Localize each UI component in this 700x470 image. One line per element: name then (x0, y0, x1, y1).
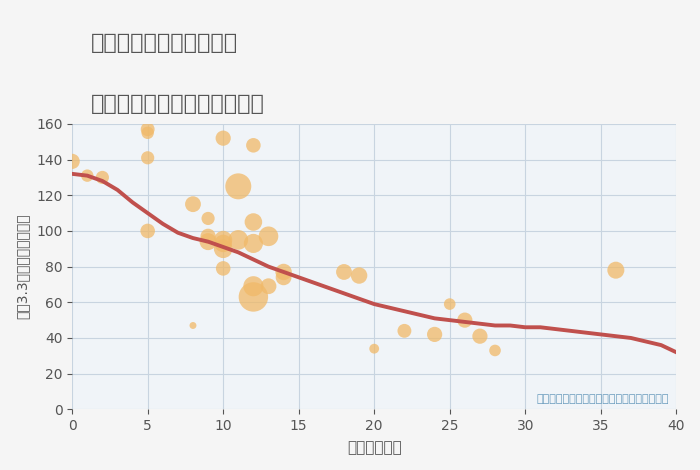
Point (142, 129, 153, 137)
Point (188, 200, 199, 208)
Point (444, 300, 455, 308)
Point (202, 233, 214, 240)
Point (610, 266, 622, 274)
Point (489, 347, 500, 354)
Point (354, 272, 365, 279)
Point (459, 316, 470, 324)
Point (248, 218, 259, 226)
Point (278, 274, 289, 281)
Point (278, 268, 289, 276)
Point (338, 268, 349, 276)
Point (263, 233, 274, 240)
Point (218, 236, 229, 243)
Text: 奈良県奈良市大豆山町の: 奈良県奈良市大豆山町の (91, 33, 238, 53)
Point (429, 331, 440, 338)
Point (232, 236, 244, 243)
Point (475, 332, 486, 340)
Point (218, 245, 229, 252)
Point (97, 173, 108, 181)
Point (248, 240, 259, 247)
Point (188, 322, 199, 329)
Point (369, 345, 380, 352)
Text: 円の大きさは、取引のあった物件面積を示す: 円の大きさは、取引のあった物件面積を示す (536, 394, 668, 404)
Point (202, 215, 214, 222)
X-axis label: 築年数（年）: 築年数（年） (346, 440, 402, 455)
Y-axis label: 坪（3.3㎡）単価（万円）: 坪（3.3㎡）単価（万円） (15, 214, 29, 320)
Point (142, 227, 153, 235)
Point (218, 265, 229, 272)
Point (248, 141, 259, 149)
Point (248, 282, 259, 290)
Point (202, 238, 214, 245)
Point (218, 134, 229, 142)
Point (399, 327, 410, 335)
Point (263, 282, 274, 290)
Point (142, 125, 153, 133)
Point (218, 240, 229, 247)
Point (232, 182, 244, 190)
Point (66, 157, 78, 165)
Point (82, 172, 93, 180)
Point (142, 154, 153, 162)
Text: 築年数別中古マンション価格: 築年数別中古マンション価格 (91, 94, 265, 114)
Point (248, 293, 259, 301)
